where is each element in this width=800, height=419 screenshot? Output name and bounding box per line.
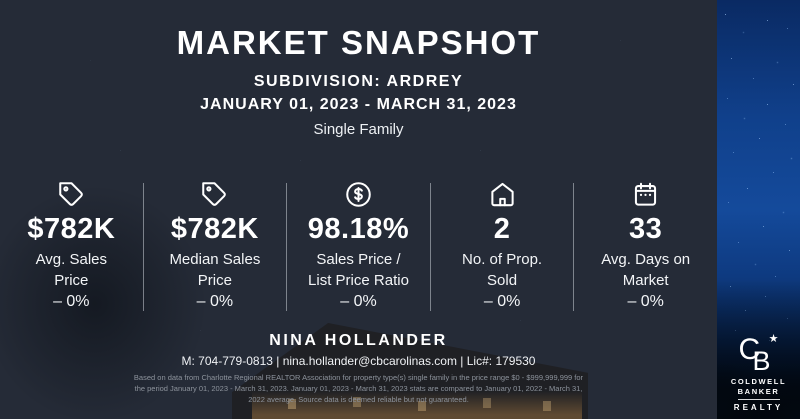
night-sky-photo-strip: C B ★ COLDWELL BANKER REALTY [717,0,800,419]
stat-label: Median Sales Price [169,251,261,289]
stat-label: Avg. Sales Price [35,251,108,289]
coldwell-banker-logo: C B ★ COLDWELL BANKER REALTY [717,333,800,412]
stat-days-on-market: 33 Avg. Days on Market – 0% [574,180,717,311]
stat-properties-sold: 2 No. of Prop. Sold – 0% [431,180,574,311]
stat-value: $782K [170,213,259,245]
stat-value: $782K [27,213,116,245]
tree-silhouettes [717,279,800,419]
agent-contact: M: 704-779-0813 | nina.hollander@cbcarol… [181,354,536,369]
monogram-c: C [738,333,761,366]
property-type: Single Family [313,121,404,138]
header: MARKET SNAPSHOT SUBDIVISION: ARDREY JANU… [0,0,717,138]
stat-change: – 0% [340,293,377,310]
brand-name-line2: BANKER [737,386,780,396]
date-range: JANUARY 01, 2023 - MARCH 31, 2023 [200,96,517,113]
stat-label: Avg. Days on Market [601,251,691,289]
stat-avg-sales-price: $782K Avg. Sales Price – 0% [0,180,143,311]
column-divider [142,183,144,311]
stat-value: 33 [629,213,663,245]
stat-change: – 0% [53,293,90,310]
monogram-b: B [752,346,771,376]
stat-label: No. of Prop. Sold [462,251,543,289]
column-divider [573,183,575,311]
page-title: MARKET SNAPSHOT [176,24,541,61]
house-wall-background [252,391,582,419]
stats-row: $782K Avg. Sales Price – 0% $782K Median… [0,180,717,311]
stat-value: 98.18% [307,213,410,245]
brand-name-line1: COLDWELL [730,377,787,386]
column-divider [286,183,288,311]
tag-icon [201,180,228,208]
main-panel: MARKET SNAPSHOT SUBDIVISION: ARDREY JANU… [0,0,717,419]
brand-divider [737,399,780,400]
stat-label: Sales Price / List Price Ratio [308,251,409,289]
star-icon: ★ [768,333,779,345]
tree-silhouette-background [0,139,250,419]
dollar-circle-icon [345,180,372,208]
disclaimer-text: Based on data from Charlotte Regional RE… [133,373,584,405]
home-icon [489,180,516,208]
stars [717,0,718,1]
stat-value: 2 [493,213,511,245]
footer: NINA HOLLANDER M: 704-779-0813 | nina.ho… [0,332,717,406]
stat-change: – 0% [483,293,521,310]
stat-change: – 0% [627,293,664,310]
subdivision-subtitle: SUBDIVISION: ARDREY [253,73,464,90]
stat-median-sales-price: $782K Median Sales Price – 0% [144,180,287,311]
cb-monogram: C B ★ [735,333,783,377]
tag-icon [58,180,85,208]
agent-name: NINA HOLLANDER [269,332,448,350]
calendar-icon [632,180,659,208]
brand-division: REALTY [733,403,784,412]
column-divider [429,183,431,311]
stat-sales-list-ratio: 98.18% Sales Price / List Price Ratio – … [287,180,430,311]
stat-change: – 0% [196,293,234,310]
